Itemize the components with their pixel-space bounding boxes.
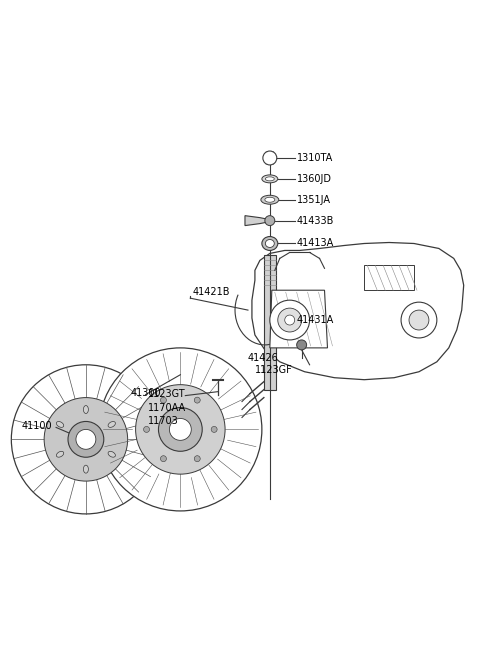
Text: 41300: 41300 (131, 388, 161, 398)
Ellipse shape (84, 405, 88, 413)
Polygon shape (270, 290, 327, 348)
Text: 1360JD: 1360JD (297, 174, 332, 184)
Text: 41426: 41426 (248, 353, 279, 363)
Ellipse shape (262, 236, 278, 250)
Circle shape (401, 302, 437, 338)
Circle shape (144, 426, 150, 432)
Circle shape (194, 397, 200, 403)
Circle shape (278, 308, 301, 332)
Circle shape (136, 384, 225, 474)
Polygon shape (264, 255, 276, 390)
Ellipse shape (265, 197, 275, 202)
Ellipse shape (108, 422, 115, 427)
Circle shape (160, 456, 167, 462)
Polygon shape (364, 265, 414, 290)
Circle shape (160, 397, 167, 403)
Ellipse shape (261, 195, 279, 204)
Text: 1170AA: 1170AA (147, 403, 186, 413)
Text: 1123GT: 1123GT (147, 388, 185, 399)
Circle shape (76, 430, 96, 449)
Text: 41421B: 41421B (192, 287, 230, 297)
Ellipse shape (108, 451, 115, 457)
Text: 11703: 11703 (147, 417, 178, 426)
Circle shape (99, 348, 262, 511)
Text: 41100: 41100 (21, 421, 52, 432)
Circle shape (265, 215, 275, 225)
Text: 41413A: 41413A (297, 238, 334, 248)
Circle shape (270, 300, 310, 340)
Polygon shape (252, 242, 464, 380)
Polygon shape (245, 215, 275, 225)
Circle shape (12, 365, 160, 514)
Circle shape (409, 310, 429, 330)
Circle shape (194, 456, 200, 462)
Circle shape (285, 315, 295, 325)
Circle shape (169, 419, 192, 440)
Ellipse shape (57, 422, 64, 427)
Ellipse shape (265, 177, 274, 181)
Text: 1351JA: 1351JA (297, 195, 331, 205)
Circle shape (158, 407, 202, 451)
Ellipse shape (262, 175, 278, 183)
Text: 1310TA: 1310TA (297, 153, 333, 163)
Ellipse shape (265, 240, 274, 248)
Ellipse shape (84, 465, 88, 473)
Text: 41433B: 41433B (297, 215, 334, 225)
Circle shape (263, 151, 277, 165)
Ellipse shape (57, 451, 64, 457)
Text: 1123GF: 1123GF (255, 365, 293, 375)
Circle shape (297, 340, 307, 350)
Circle shape (211, 426, 217, 432)
Text: 41431A: 41431A (297, 315, 334, 325)
Circle shape (68, 421, 104, 457)
Circle shape (44, 398, 128, 481)
